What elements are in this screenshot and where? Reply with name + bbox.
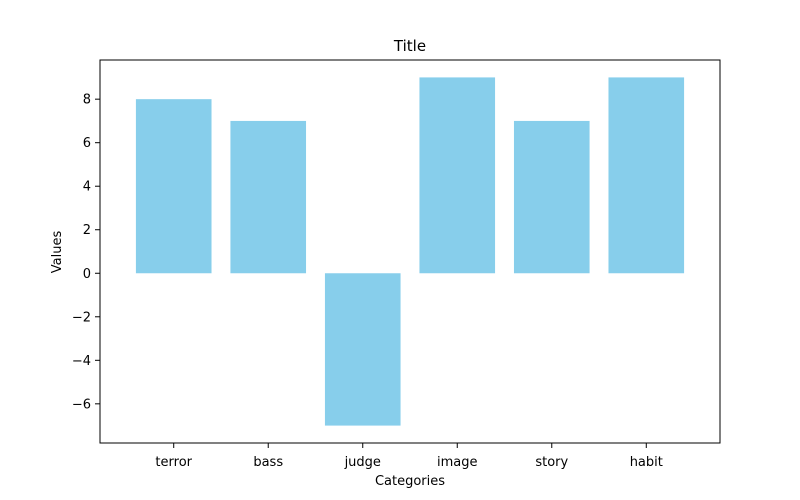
y-axis-label: Values	[50, 231, 65, 274]
y-tick-label: −2	[72, 310, 91, 325]
bar-image	[419, 77, 496, 274]
x-tick-label-judge: judge	[344, 455, 381, 470]
bar-habit	[608, 77, 685, 274]
bar-judge	[324, 273, 401, 426]
y-tick-label: −4	[72, 354, 91, 369]
x-tick-label-terror: terror	[155, 455, 192, 470]
x-axis-label: Categories	[375, 474, 445, 489]
bar-terror	[135, 99, 212, 274]
x-tick-label-bass: bass	[253, 455, 283, 470]
x-tick-label-image: image	[437, 455, 478, 470]
bar-bass	[230, 120, 307, 274]
y-axis: −6 −4 −2 0 2 4 6 8	[72, 93, 100, 412]
y-tick-label: 8	[83, 93, 91, 108]
y-tick-label: 0	[83, 267, 91, 282]
y-tick-label: −6	[72, 397, 91, 412]
x-tick-label-habit: habit	[630, 455, 663, 470]
chart-title: Title	[393, 37, 426, 55]
x-axis: terror bass judge image story habit	[155, 443, 663, 470]
plot-frame	[99, 59, 721, 444]
y-tick-label: 4	[83, 180, 91, 195]
x-tick-label-story: story	[535, 455, 568, 470]
bars-group	[135, 77, 685, 426]
y-tick-label: 2	[83, 223, 91, 238]
y-tick-label: 6	[83, 136, 91, 151]
bar-story	[513, 120, 590, 274]
